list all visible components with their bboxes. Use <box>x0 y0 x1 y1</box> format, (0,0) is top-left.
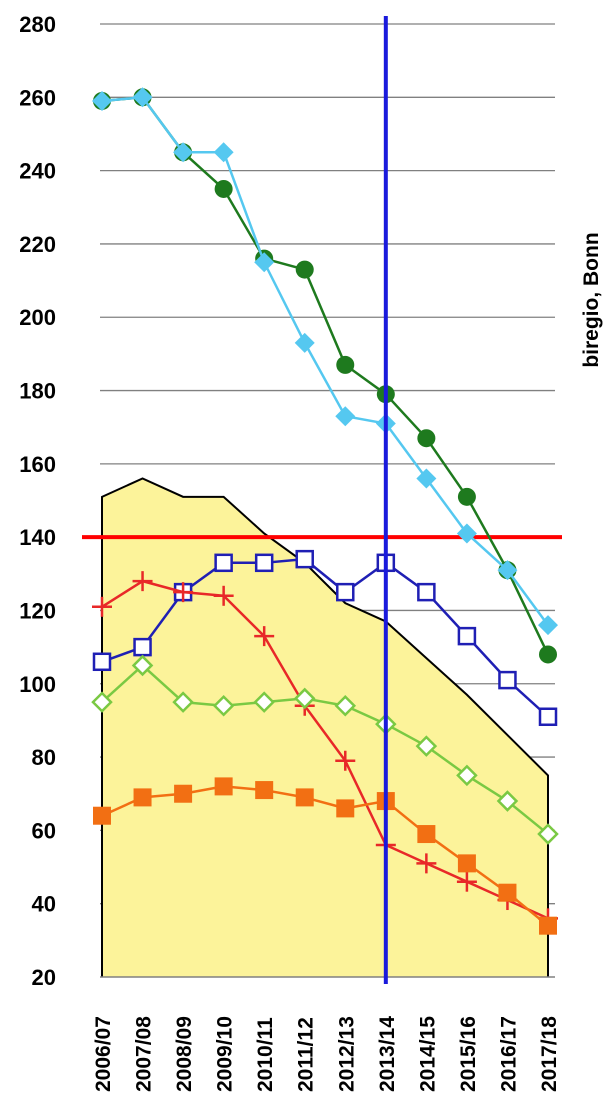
data-point <box>497 560 518 581</box>
data-point <box>334 694 357 717</box>
data-point <box>212 694 235 717</box>
y-axis: 20 40 60 80 100 120 140 160 180 200 220 240 260 280 <box>19 12 56 990</box>
data-point <box>457 487 476 506</box>
data-point <box>336 799 355 818</box>
x-tick-label: 2016/17 <box>497 1016 520 1092</box>
data-point <box>538 707 558 727</box>
y-tick-label: 240 <box>19 159 56 184</box>
series-line <box>101 664 549 836</box>
y-tick-label: 80 <box>32 745 56 770</box>
data-point <box>457 854 476 873</box>
x-tick-label: 2017/18 <box>538 1016 561 1092</box>
data-point <box>539 645 557 664</box>
data-point <box>295 260 314 279</box>
data-point <box>457 626 477 646</box>
data-point <box>213 142 234 163</box>
data-point <box>539 916 557 935</box>
y-tick-label: 140 <box>19 525 56 550</box>
data-point <box>131 654 154 677</box>
series-6 <box>93 777 557 935</box>
y-tick-label: 40 <box>32 892 56 917</box>
data-point <box>92 90 112 111</box>
data-point <box>93 806 111 825</box>
y-tick-label: 200 <box>19 305 56 330</box>
area-outline <box>101 477 549 977</box>
y-tick-label: 160 <box>19 452 56 477</box>
series-2 <box>92 87 558 636</box>
data-point <box>335 750 356 771</box>
x-tick-label: 2012/13 <box>335 1016 358 1092</box>
y-tick-label: 260 <box>19 85 56 110</box>
side-label: biregio, Bonn <box>580 232 603 367</box>
series-line <box>101 96 550 626</box>
data-point <box>456 523 477 544</box>
series-3 <box>92 549 558 727</box>
data-point <box>254 252 275 273</box>
data-point <box>254 626 275 647</box>
x-tick-label: 2015/16 <box>457 1016 480 1092</box>
data-point <box>417 582 436 602</box>
data-point <box>174 784 193 803</box>
x-axis: 2006/07 2007/08 2008/09 2009/10 2010/11 2011/… <box>92 1016 561 1092</box>
data-point <box>416 468 437 489</box>
data-point <box>173 582 194 603</box>
y-tick-label: 20 <box>32 965 56 990</box>
x-tick-label: 2010/11 <box>254 1017 277 1092</box>
data-point <box>336 582 355 602</box>
data-point <box>172 691 194 713</box>
data-point <box>133 637 152 657</box>
x-tick-label: 2011/12 <box>295 1017 318 1092</box>
data-point <box>335 406 356 427</box>
y-tick-label: 60 <box>32 818 56 843</box>
data-point <box>214 179 233 198</box>
data-point <box>91 691 113 713</box>
data-point <box>214 553 233 573</box>
data-point <box>496 790 519 812</box>
x-tick-label: 2013/14 <box>376 1016 399 1092</box>
x-tick-label: 2006/07 <box>92 1016 115 1092</box>
data-point <box>255 781 274 800</box>
data-point <box>416 853 437 874</box>
data-point <box>336 355 355 374</box>
series-line <box>101 579 549 920</box>
x-tick-label: 2007/08 <box>133 1016 156 1092</box>
y-tick-label: 280 <box>19 12 56 37</box>
data-point <box>213 585 234 606</box>
x-tick-label: 2014/15 <box>416 1016 439 1092</box>
data-point <box>417 429 436 448</box>
y-tick-label: 100 <box>19 672 56 697</box>
data-point <box>132 571 153 592</box>
data-point <box>254 553 274 573</box>
data-point <box>92 596 112 617</box>
data-point <box>498 670 517 690</box>
data-point <box>417 825 436 844</box>
data-point <box>295 788 314 807</box>
data-point <box>456 871 477 892</box>
data-point <box>173 142 194 163</box>
data-point <box>456 764 478 787</box>
data-point <box>498 883 517 902</box>
data-point <box>132 87 153 108</box>
series-5 <box>91 654 559 845</box>
data-point <box>293 687 316 710</box>
y-tick-label: 180 <box>19 379 56 404</box>
x-tick-label: 2009/10 <box>214 1016 237 1092</box>
data-point <box>214 777 233 796</box>
x-tick-label: 2008/09 <box>173 1016 196 1092</box>
data-point <box>92 652 112 672</box>
data-point <box>294 332 315 353</box>
y-tick-label: 220 <box>19 232 56 257</box>
data-point <box>253 691 275 713</box>
area-fill <box>102 478 548 977</box>
data-point <box>538 615 558 636</box>
data-point <box>415 735 438 757</box>
y-tick-label: 120 <box>19 598 56 623</box>
data-point <box>133 788 152 807</box>
data-point <box>295 549 314 569</box>
data-point <box>537 823 559 845</box>
